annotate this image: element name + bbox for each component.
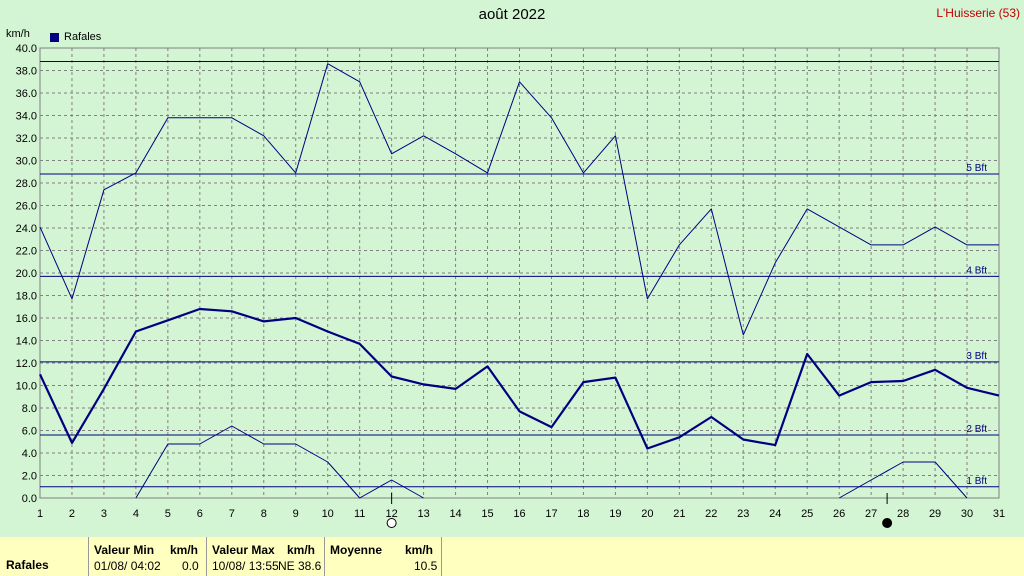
y-tick-label: 14.0 (16, 336, 37, 348)
legend-swatch (50, 32, 59, 42)
min-unit: km/h (170, 543, 199, 557)
series-group (39, 63, 1000, 499)
reference-lines: 1 Bft 2 Bft 3 Bft 4 Bft 5 Bft (40, 61, 999, 488)
y-axis: 0.0 2.0 4.0 6.0 8.0 10.0 12.0 14.0 16.0 18.0 20.0 2… (16, 43, 37, 505)
max-cell (206, 537, 324, 576)
x-tick-label: 21 (673, 508, 685, 520)
y-tick-label: 20.0 (16, 268, 37, 280)
x-tick-label: 27 (865, 508, 877, 520)
series-line-min (838, 461, 968, 499)
y-tick-label: 6.0 (22, 426, 37, 438)
x-tick-label: 6 (197, 508, 203, 520)
max-unit: km/h (287, 543, 316, 557)
y-tick-label: 24.0 (16, 223, 37, 235)
reference-label: 1 Bft (966, 476, 987, 487)
x-tick-label: 24 (769, 508, 781, 520)
y-tick-label: 40.0 (16, 43, 37, 55)
x-tick-label: 7 (229, 508, 235, 520)
x-tick-label: 26 (833, 508, 845, 520)
x-tick-label: 1 (37, 508, 43, 520)
full-moon-icon (386, 518, 397, 528)
x-tick-label: 29 (929, 508, 941, 520)
max-header: Valeur Max (212, 543, 275, 557)
x-tick-label: 17 (545, 508, 557, 520)
new-moon-icon (882, 518, 893, 528)
y-tick-label: 30.0 (16, 156, 37, 168)
x-tick-label: 9 (293, 508, 299, 520)
x-tick-label: 5 (165, 508, 171, 520)
footer-row-label: Rafales (6, 558, 49, 572)
x-tick-label: 30 (961, 508, 973, 520)
stats-footer: Rafales Valeur Min km/h 01/08/ 04:02 0.0… (0, 537, 1024, 576)
legend-label: Rafales (64, 31, 102, 43)
x-tick-label: 22 (705, 508, 717, 520)
min-cell (88, 537, 206, 576)
x-tick-label: 14 (449, 508, 461, 520)
mean-value: 10.5 (414, 559, 438, 573)
y-tick-label: 12.0 (16, 358, 37, 370)
x-tick-label: 20 (641, 508, 653, 520)
x-tick-label: 2 (69, 508, 75, 520)
x-tick-label: 4 (133, 508, 139, 520)
y-tick-label: 4.0 (22, 448, 37, 460)
mean-unit: km/h (405, 543, 434, 557)
reference-label: 4 Bft (966, 265, 987, 276)
mean-cell (324, 537, 442, 576)
moon-phases (386, 493, 893, 528)
max-date: 10/08/ 13:55 (212, 559, 279, 573)
station-name: L'Huisserie (53) (936, 6, 1020, 20)
series-line-max (39, 63, 999, 336)
legend: Rafales (50, 31, 101, 43)
y-tick-label: 2.0 (22, 471, 37, 483)
x-tick-label: 23 (737, 508, 749, 520)
grid (40, 48, 999, 498)
max-direction: NE (278, 559, 295, 573)
y-tick-label: 26.0 (16, 201, 37, 213)
x-tick-label: 13 (417, 508, 429, 520)
x-tick-label: 8 (261, 508, 267, 520)
series-line-min (135, 425, 424, 499)
x-tick-label: 12 (386, 508, 398, 520)
x-tick-label: 28 (897, 508, 909, 520)
y-tick-label: 18.0 (16, 291, 37, 303)
y-tick-label: 10.0 (16, 381, 37, 393)
y-axis-unit: km/h (6, 28, 30, 40)
y-tick-label: 22.0 (16, 246, 37, 258)
x-tick-label: 16 (513, 508, 525, 520)
min-date: 01/08/ 04:02 (94, 559, 161, 573)
y-tick-label: 34.0 (16, 111, 37, 123)
x-tick-label: 18 (577, 508, 589, 520)
min-header: Valeur Min (94, 543, 155, 557)
x-tick-label: 11 (354, 508, 365, 520)
y-tick-label: 8.0 (22, 403, 37, 415)
x-axis: 1 2 3 4 5 6 7 8 9 10 11 12 13 14 15 16 17 18 19 20 21 22 23 24 2… (37, 508, 1005, 520)
reference-label: 3 Bft (966, 351, 987, 362)
series-line-mean (39, 307, 1000, 450)
min-value: 0.0 (182, 559, 199, 573)
y-tick-label: 16.0 (16, 313, 37, 325)
y-tick-label: 32.0 (16, 133, 37, 145)
max-value: 38.6 (298, 559, 322, 573)
chart-title: août 2022 (478, 6, 546, 23)
mean-header: Moyenne (330, 543, 383, 557)
x-tick-label: 3 (101, 508, 107, 520)
y-tick-label: 36.0 (16, 88, 37, 100)
x-tick-label: 15 (481, 508, 493, 520)
x-tick-label: 25 (801, 508, 813, 520)
reference-label: 5 Bft (966, 163, 987, 174)
x-tick-label: 19 (609, 508, 621, 520)
y-tick-label: 0.0 (22, 493, 37, 505)
y-tick-label: 28.0 (16, 178, 37, 190)
y-tick-label: 38.0 (16, 66, 37, 78)
x-tick-label: 10 (322, 508, 334, 520)
x-tick-label: 31 (993, 508, 1005, 520)
reference-label: 2 Bft (966, 424, 987, 435)
